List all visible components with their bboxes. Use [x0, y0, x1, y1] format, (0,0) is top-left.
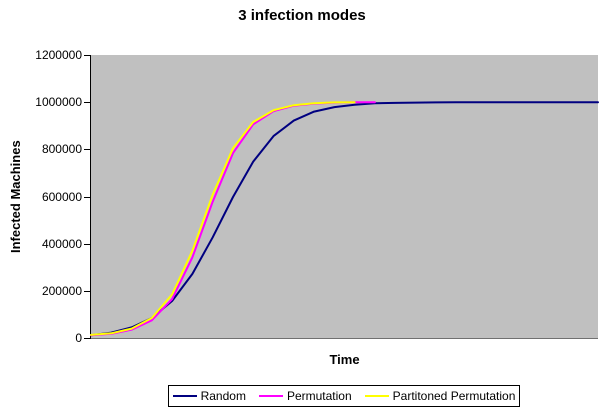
y-tick-label: 1200000: [35, 48, 82, 62]
chart-title: 3 infection modes: [238, 7, 366, 24]
y-tick-mark: [84, 196, 91, 198]
y-tick-label: 600000: [41, 189, 82, 204]
y-tick-mark: [84, 102, 91, 104]
series-curves: [90, 101, 599, 337]
y-tick-mark: [84, 290, 91, 292]
y-axis-line: [90, 55, 91, 339]
y-tick-label: 200000: [41, 283, 82, 298]
legend-line-swatch: [258, 395, 283, 397]
series-line-permutation: [90, 101, 376, 337]
y-tick-mark: [84, 55, 91, 56]
y-tick-label: 1000000: [35, 95, 82, 110]
x-axis-title: Time: [329, 352, 360, 367]
y-tick-mark: [84, 338, 91, 339]
series-line-partitoned-permutation: [90, 101, 356, 336]
y-tick-label: 400000: [41, 236, 82, 251]
y-tick-mark: [84, 243, 91, 245]
y-tick-mark: [84, 149, 91, 151]
legend-item: Permutation: [258, 389, 352, 403]
y-tick-label: 0: [75, 331, 82, 345]
legend-label: Random: [200, 389, 246, 403]
legend-label: Permutation: [286, 389, 352, 403]
legend-item: Random: [172, 389, 246, 403]
legend-line-swatch: [364, 395, 389, 397]
y-tick-label: 800000: [41, 142, 82, 157]
series-line-random: [90, 101, 599, 337]
legend: Random Permutation Partitoned Permutation: [168, 385, 520, 407]
legend-line-swatch: [172, 395, 197, 397]
legend-item: Partitoned Permutation: [364, 389, 516, 403]
legend-label: Partitoned Permutation: [392, 389, 516, 403]
